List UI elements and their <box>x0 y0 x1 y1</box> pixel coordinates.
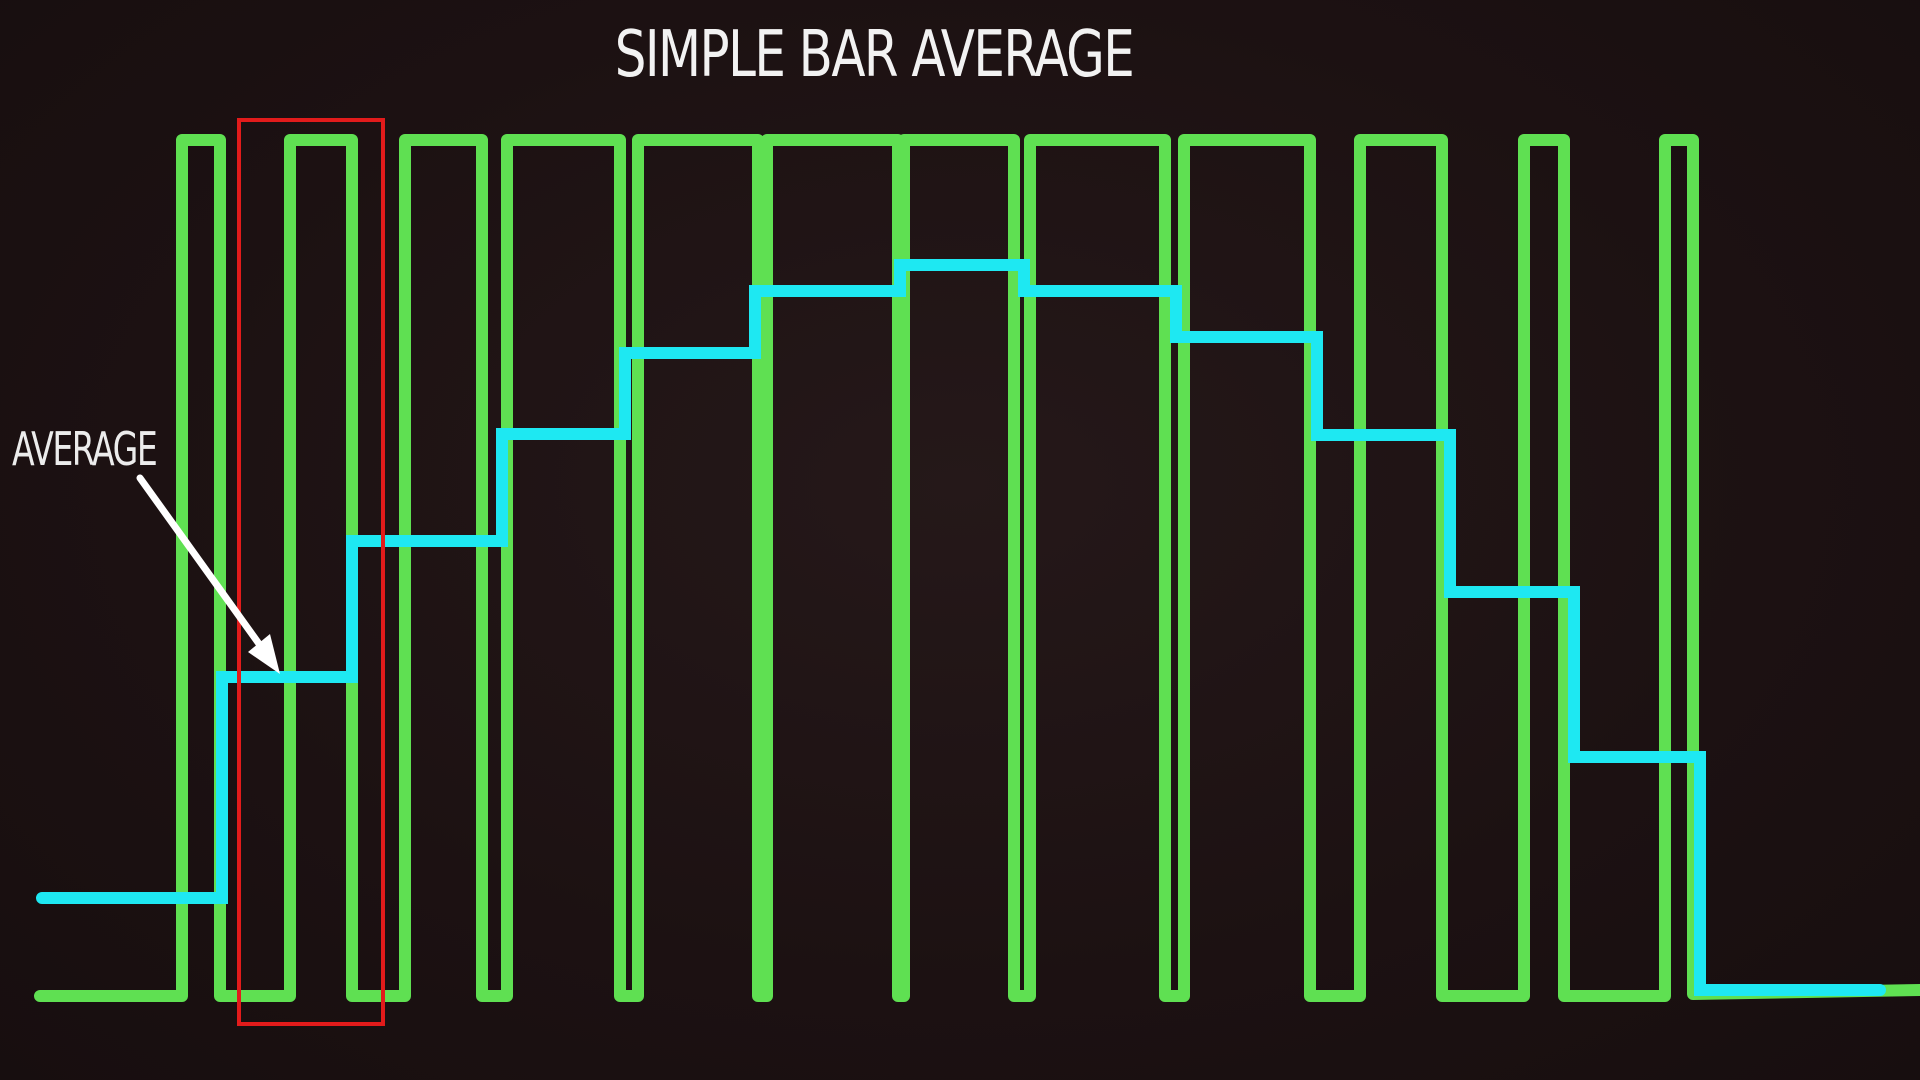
slide-title: SIMPLE BAR AVERAGE <box>614 18 1135 92</box>
average-line <box>36 259 1886 996</box>
highlight-box <box>237 118 385 1026</box>
average-annotation-label: AVERAGE <box>12 422 158 476</box>
pulse-signal <box>34 134 1920 1002</box>
arrow-icon <box>136 474 280 674</box>
